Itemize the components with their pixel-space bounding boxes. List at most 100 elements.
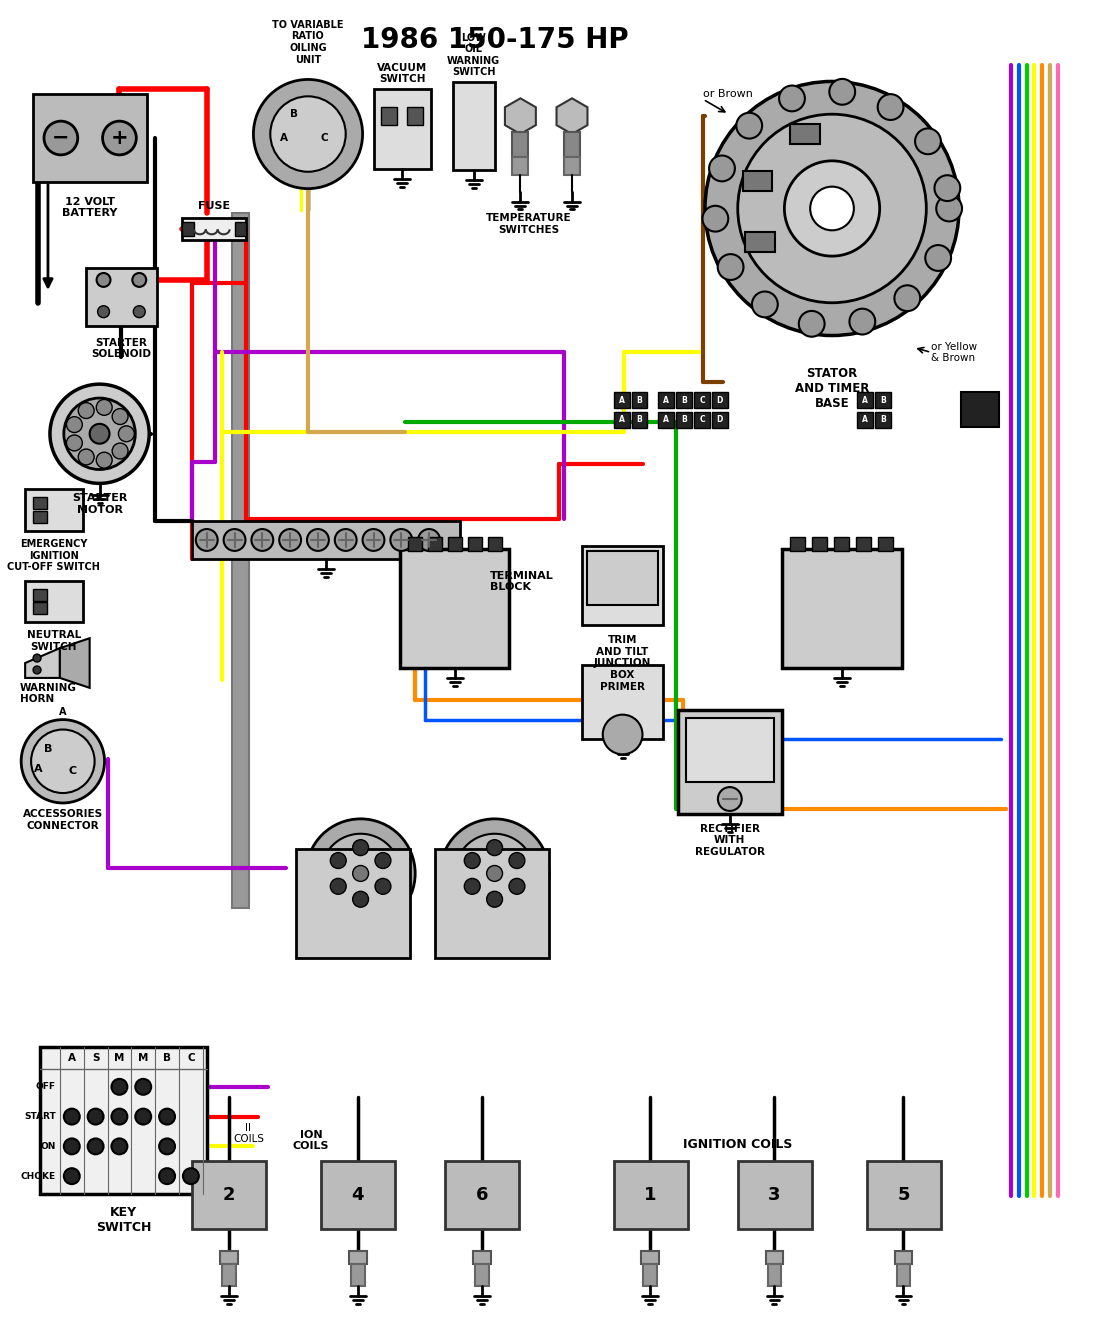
Circle shape — [111, 1079, 128, 1094]
Text: +: + — [111, 128, 129, 148]
Circle shape — [330, 878, 346, 894]
Circle shape — [718, 787, 741, 811]
Bar — [453, 83, 495, 170]
Circle shape — [50, 385, 150, 484]
Bar — [564, 132, 580, 156]
Text: B: B — [637, 415, 642, 425]
Bar — [614, 411, 629, 428]
Circle shape — [160, 1138, 175, 1154]
Circle shape — [119, 426, 134, 442]
Text: B: B — [681, 395, 688, 405]
Circle shape — [307, 529, 329, 550]
Text: A: A — [34, 764, 43, 775]
Text: B: B — [637, 395, 642, 405]
Circle shape — [88, 1109, 103, 1125]
Bar — [321, 1161, 395, 1229]
Text: B: B — [880, 415, 886, 425]
Circle shape — [252, 529, 273, 550]
Bar — [782, 549, 902, 668]
Bar — [768, 1264, 781, 1287]
Circle shape — [418, 529, 440, 550]
Bar — [86, 269, 157, 326]
Text: RECTIFIER
WITH
REGULATOR: RECTIFIER WITH REGULATOR — [695, 824, 764, 856]
Text: 2: 2 — [222, 1186, 234, 1204]
Circle shape — [353, 891, 369, 907]
Circle shape — [133, 306, 145, 318]
Circle shape — [334, 529, 356, 550]
Bar — [582, 546, 663, 625]
Text: 6: 6 — [475, 1186, 488, 1204]
Bar — [834, 537, 849, 550]
Circle shape — [894, 286, 921, 311]
Circle shape — [878, 94, 903, 120]
Bar — [448, 537, 462, 550]
Bar — [349, 1250, 366, 1264]
Circle shape — [717, 254, 744, 281]
Bar — [694, 411, 710, 428]
Text: A: A — [59, 707, 67, 716]
Bar — [857, 411, 872, 428]
Text: D: D — [717, 415, 723, 425]
Bar — [694, 391, 710, 407]
Circle shape — [321, 834, 400, 912]
Polygon shape — [505, 99, 536, 134]
Circle shape — [915, 128, 940, 154]
Circle shape — [64, 1138, 79, 1154]
Circle shape — [738, 114, 926, 303]
Bar — [382, 107, 397, 126]
Circle shape — [111, 1138, 128, 1154]
Text: STARTER
MOTOR: STARTER MOTOR — [72, 493, 128, 514]
Bar — [742, 171, 772, 191]
Circle shape — [112, 409, 128, 425]
Circle shape — [44, 122, 78, 155]
Text: ON: ON — [41, 1142, 56, 1150]
Circle shape — [936, 195, 962, 222]
Circle shape — [935, 175, 960, 200]
Bar — [874, 411, 891, 428]
Bar — [712, 411, 728, 428]
Bar — [468, 537, 482, 550]
Bar — [33, 603, 47, 615]
Text: D: D — [717, 395, 723, 405]
Bar — [182, 222, 194, 236]
Bar — [874, 391, 891, 407]
Bar — [446, 1161, 519, 1229]
Circle shape — [509, 852, 525, 868]
Text: C: C — [700, 415, 705, 425]
Bar — [686, 717, 774, 782]
Circle shape — [736, 112, 762, 139]
Bar — [676, 411, 692, 428]
Bar — [582, 665, 663, 739]
Text: A: A — [618, 415, 625, 425]
Circle shape — [271, 96, 345, 172]
Bar — [191, 521, 460, 558]
Bar — [856, 537, 871, 550]
Circle shape — [97, 452, 112, 468]
Text: 12 VOLT
BATTERY: 12 VOLT BATTERY — [62, 196, 118, 218]
Text: A: A — [618, 395, 625, 405]
Text: or Brown: or Brown — [703, 90, 752, 99]
Bar — [679, 709, 782, 814]
Text: NEUTRAL
SWITCH: NEUTRAL SWITCH — [26, 631, 81, 652]
Bar — [790, 537, 805, 550]
Text: WARNING
HORN: WARNING HORN — [20, 683, 77, 704]
Circle shape — [363, 529, 384, 550]
Text: A: A — [280, 134, 288, 143]
Bar — [896, 1264, 911, 1287]
Circle shape — [486, 891, 503, 907]
Circle shape — [353, 866, 369, 882]
Bar — [33, 497, 47, 509]
Bar — [644, 1264, 658, 1287]
Bar — [614, 391, 629, 407]
Bar — [587, 550, 658, 605]
Bar — [812, 537, 827, 550]
Bar — [487, 537, 502, 550]
Bar — [222, 1264, 235, 1287]
Text: LOW
OIL
WARNING
SWITCH: LOW OIL WARNING SWITCH — [448, 32, 501, 77]
Text: B: B — [290, 110, 298, 119]
Text: TRIM
AND TILT
JUNCTION
BOX
PRIMER: TRIM AND TILT JUNCTION BOX PRIMER — [594, 635, 651, 692]
Text: B: B — [880, 395, 886, 405]
Bar — [631, 391, 648, 407]
Bar — [738, 1161, 812, 1229]
Circle shape — [97, 273, 110, 287]
